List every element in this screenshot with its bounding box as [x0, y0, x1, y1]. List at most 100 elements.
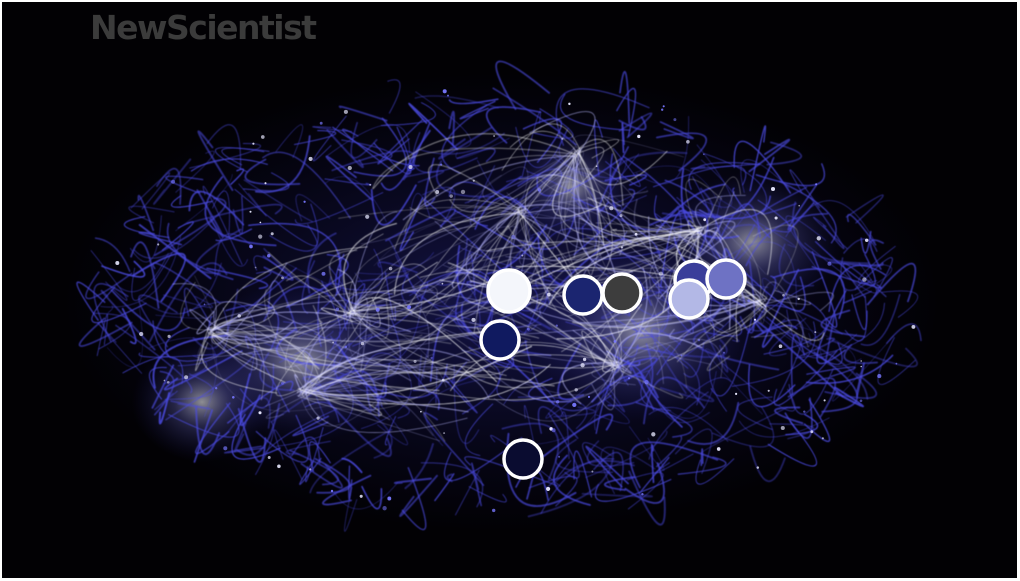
network-node — [171, 179, 176, 184]
network-node — [582, 357, 587, 362]
network-fiber — [797, 325, 857, 379]
network-fiber — [579, 139, 619, 159]
network-fiber — [736, 263, 806, 312]
network-fiber — [586, 440, 635, 467]
network-fiber — [121, 307, 137, 345]
network-fiber — [685, 377, 732, 400]
network-fiber — [792, 201, 870, 265]
network-node — [347, 165, 352, 171]
network-fiber — [206, 267, 269, 290]
network-fiber — [753, 319, 844, 398]
network-node — [620, 246, 623, 249]
network-node — [115, 261, 120, 265]
network-node — [782, 293, 785, 297]
network-fiber — [341, 139, 393, 166]
network-fiber — [572, 162, 647, 211]
network-fiber — [765, 290, 811, 305]
network-fiber — [275, 320, 331, 397]
network-node — [556, 400, 560, 404]
network-fiber — [710, 306, 764, 333]
network-fiber — [511, 366, 614, 396]
network-fiber — [751, 305, 793, 338]
network-fiber — [233, 422, 247, 453]
network-fiber — [241, 347, 314, 397]
network-fiber — [387, 207, 521, 317]
network-fiber — [749, 445, 786, 482]
network-node — [702, 153, 705, 156]
network-node — [223, 446, 228, 451]
network-fiber — [700, 448, 704, 467]
network-node — [319, 121, 323, 125]
network-fiber — [309, 428, 393, 494]
network-fiber — [688, 162, 761, 190]
network-node — [591, 470, 594, 473]
network-fiber — [224, 397, 271, 437]
network-fiber — [772, 268, 846, 320]
network-node — [627, 377, 631, 380]
network-fiber — [740, 159, 790, 193]
network-fiber — [204, 176, 277, 247]
network-fiber — [264, 289, 307, 393]
network-fiber — [486, 106, 542, 144]
network-fiber — [761, 281, 809, 348]
network-fiber — [238, 183, 267, 217]
network-fiber — [278, 330, 334, 363]
network-fiber — [778, 180, 837, 244]
network-fiber — [521, 110, 541, 178]
network-fiber — [165, 327, 190, 358]
network-fiber — [306, 232, 337, 294]
network-fiber — [194, 275, 219, 334]
network-fiber — [604, 174, 648, 186]
network-fiber — [304, 302, 401, 396]
network-node — [641, 493, 644, 496]
network-node — [365, 214, 370, 219]
network-fiber — [409, 193, 431, 219]
network-fiber — [211, 335, 258, 371]
network-fiber — [752, 224, 799, 306]
network-node — [387, 496, 392, 501]
network-fiber — [133, 218, 215, 259]
network-fiber — [93, 283, 129, 343]
network-fiber — [131, 252, 173, 301]
marker-white — [486, 268, 532, 314]
network-fiber — [854, 264, 893, 296]
network-fiber — [490, 434, 561, 487]
network-node — [673, 118, 677, 122]
network-fiber — [786, 331, 869, 400]
network-fiber — [539, 302, 623, 370]
network-node — [442, 89, 447, 94]
network-fiber — [630, 318, 689, 369]
network-node — [716, 447, 721, 451]
network-fiber — [515, 126, 568, 168]
network-fiber — [355, 212, 518, 305]
network-fiber — [524, 339, 612, 412]
network-fiber — [585, 430, 668, 478]
network-fiber — [305, 390, 468, 433]
network-fiber — [394, 254, 472, 307]
network-fiber — [886, 323, 922, 344]
network-fiber — [123, 216, 170, 239]
network-node — [435, 190, 440, 194]
network-node — [816, 236, 821, 241]
network-fiber — [151, 364, 175, 409]
network-fiber — [590, 243, 674, 261]
network-fiber — [336, 248, 383, 291]
network-fiber — [703, 153, 768, 215]
network-node — [526, 327, 530, 331]
network-fiber — [659, 121, 694, 140]
network-fiber — [76, 281, 106, 321]
network-fiber — [170, 195, 213, 208]
network-fiber — [474, 196, 550, 243]
network-fiber — [803, 398, 831, 442]
network-node — [511, 234, 516, 240]
network-fiber — [212, 300, 275, 336]
network-fiber — [454, 469, 480, 516]
network-fiber — [692, 329, 780, 371]
network-fiber — [582, 442, 613, 464]
network-fiber — [812, 216, 848, 249]
network-hubs — [115, 89, 916, 513]
network-fiber — [299, 366, 490, 399]
network-fiber — [435, 160, 495, 198]
network-fiber — [573, 450, 593, 498]
network-fiber — [350, 121, 378, 159]
